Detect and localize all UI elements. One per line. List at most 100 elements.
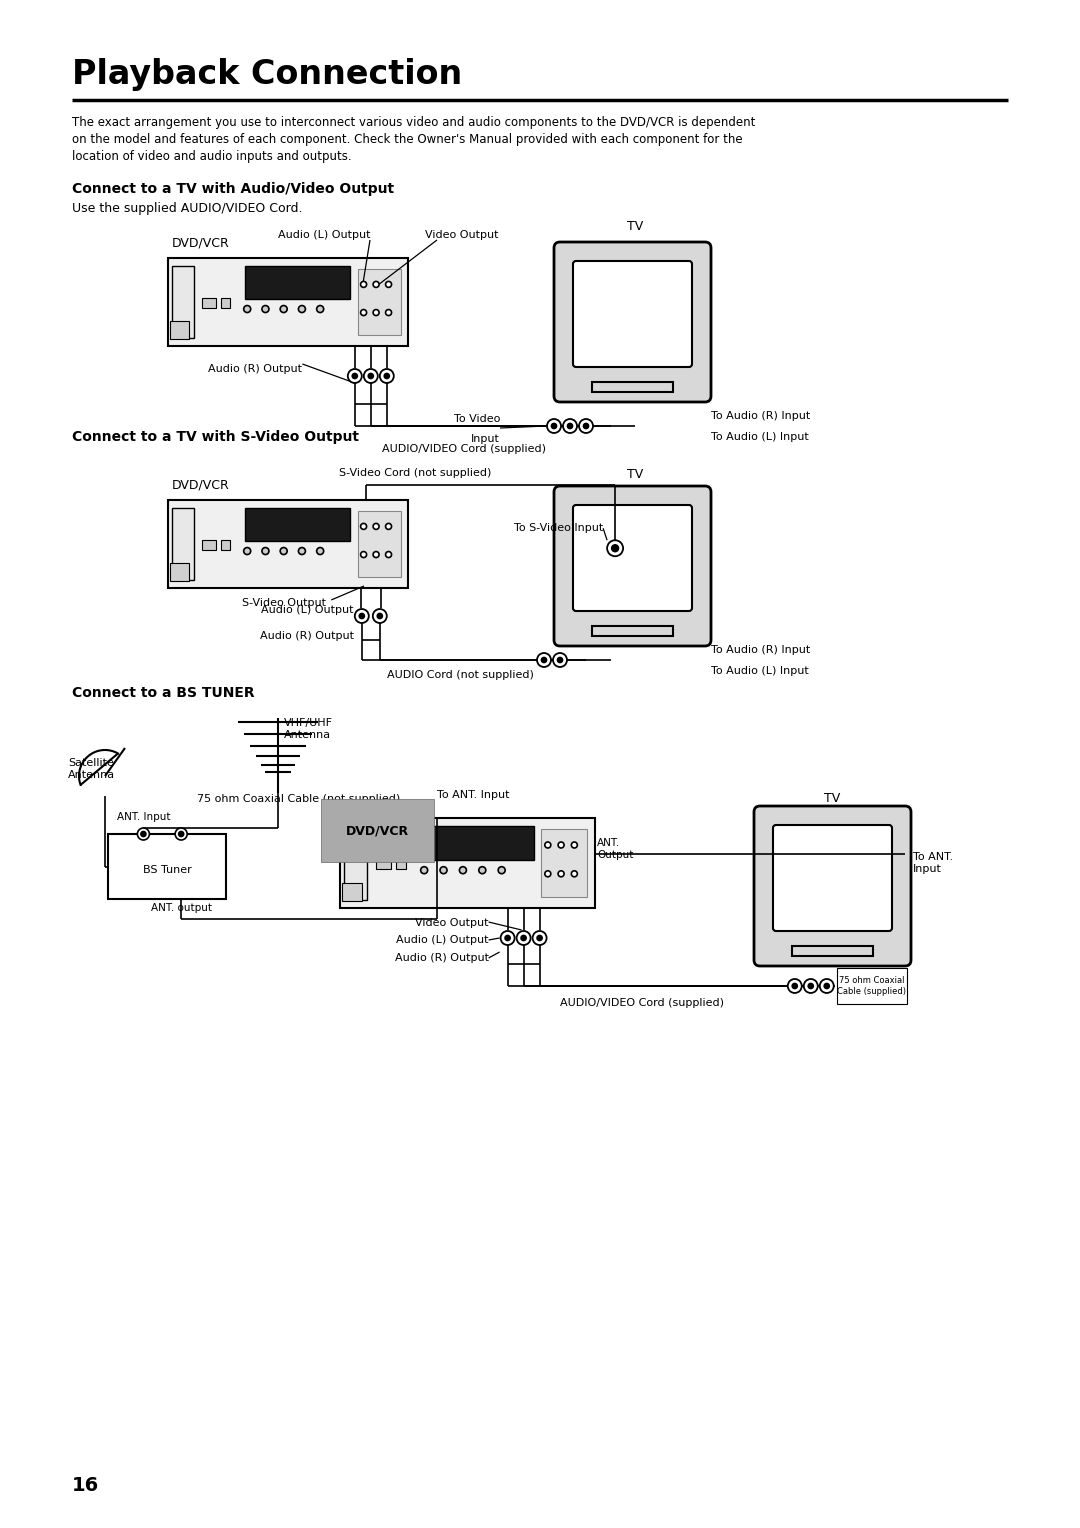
Text: 16: 16	[72, 1476, 99, 1494]
Circle shape	[820, 979, 834, 993]
FancyBboxPatch shape	[573, 261, 692, 367]
Circle shape	[808, 984, 813, 989]
Circle shape	[537, 652, 551, 668]
Circle shape	[386, 524, 392, 529]
Text: AUDIO Cord (not supplied): AUDIO Cord (not supplied)	[388, 669, 535, 680]
Circle shape	[361, 281, 366, 287]
Bar	[792, 946, 873, 957]
Circle shape	[567, 423, 572, 429]
Circle shape	[380, 368, 394, 384]
Text: To Audio (L) Input: To Audio (L) Input	[711, 666, 809, 675]
Circle shape	[579, 419, 593, 432]
Text: Audio (R) Output: Audio (R) Output	[208, 364, 302, 374]
Circle shape	[298, 547, 306, 555]
Circle shape	[348, 368, 362, 384]
Bar	[202, 298, 216, 309]
Circle shape	[262, 547, 269, 555]
Text: To Video: To Video	[454, 414, 500, 423]
Text: To ANT.
Input: To ANT. Input	[913, 853, 954, 874]
Circle shape	[546, 419, 561, 432]
Circle shape	[537, 935, 542, 941]
Bar	[168, 258, 408, 345]
FancyBboxPatch shape	[773, 825, 892, 931]
Circle shape	[178, 831, 184, 836]
Circle shape	[373, 310, 379, 316]
Bar	[220, 298, 230, 309]
Bar	[340, 817, 595, 908]
Circle shape	[532, 931, 546, 944]
Circle shape	[373, 552, 379, 558]
Text: To ANT. Input: To ANT. Input	[437, 790, 510, 801]
Text: AUDIO/VIDEO Cord (supplied): AUDIO/VIDEO Cord (supplied)	[559, 998, 724, 1008]
Bar	[172, 507, 193, 581]
Circle shape	[544, 871, 551, 877]
Text: BS Tuner: BS Tuner	[143, 865, 191, 874]
Bar	[592, 626, 673, 636]
Text: To S-Video Input: To S-Video Input	[514, 523, 603, 533]
Bar	[108, 834, 226, 898]
Circle shape	[262, 306, 269, 313]
Text: AUDIO/VIDEO Cord (supplied): AUDIO/VIDEO Cord (supplied)	[382, 445, 546, 454]
Circle shape	[607, 541, 623, 556]
Circle shape	[361, 524, 366, 529]
Circle shape	[140, 831, 146, 836]
Text: Audio (L) Output: Audio (L) Output	[261, 605, 354, 614]
Bar	[376, 859, 391, 869]
Circle shape	[373, 610, 387, 623]
Bar	[357, 510, 401, 578]
Text: Audio (R) Output: Audio (R) Output	[260, 631, 354, 642]
FancyBboxPatch shape	[754, 805, 912, 966]
Bar	[245, 507, 350, 541]
Text: TV: TV	[626, 468, 643, 481]
Text: Connect to a TV with S-Video Output: Connect to a TV with S-Video Output	[72, 429, 359, 445]
Circle shape	[563, 419, 577, 432]
Text: location of video and audio inputs and outputs.: location of video and audio inputs and o…	[72, 150, 352, 163]
Text: To Audio (L) Input: To Audio (L) Input	[711, 432, 809, 442]
Text: Video Output: Video Output	[415, 918, 488, 927]
Text: TV: TV	[824, 792, 840, 805]
Circle shape	[558, 871, 564, 877]
Circle shape	[521, 935, 526, 941]
Text: DVD/VCR: DVD/VCR	[346, 824, 409, 837]
FancyBboxPatch shape	[554, 486, 711, 646]
Circle shape	[583, 423, 589, 429]
Circle shape	[544, 842, 551, 848]
Circle shape	[360, 613, 364, 619]
Circle shape	[516, 931, 530, 944]
Circle shape	[280, 547, 287, 555]
Circle shape	[377, 613, 382, 619]
Text: 75 ohm Coaxial Cable (not supplied): 75 ohm Coaxial Cable (not supplied)	[198, 795, 401, 804]
Circle shape	[571, 842, 578, 848]
Circle shape	[386, 310, 392, 316]
Circle shape	[364, 368, 378, 384]
Circle shape	[386, 281, 392, 287]
Circle shape	[373, 524, 379, 529]
Bar	[421, 827, 534, 860]
Text: DVD/VCR: DVD/VCR	[172, 235, 230, 249]
Circle shape	[386, 552, 392, 558]
Circle shape	[244, 306, 251, 313]
Text: Audio (L) Output: Audio (L) Output	[278, 231, 370, 240]
Circle shape	[316, 547, 324, 555]
Circle shape	[558, 842, 564, 848]
Text: Audio (L) Output: Audio (L) Output	[396, 935, 488, 944]
Circle shape	[352, 373, 357, 379]
Circle shape	[571, 871, 578, 877]
Circle shape	[824, 984, 829, 989]
Text: S-Video Output: S-Video Output	[242, 597, 326, 608]
Circle shape	[804, 979, 818, 993]
Text: Use the supplied AUDIO/VIDEO Cord.: Use the supplied AUDIO/VIDEO Cord.	[72, 202, 302, 215]
Bar	[202, 539, 216, 550]
Text: To Audio (R) Input: To Audio (R) Input	[711, 411, 810, 422]
Circle shape	[137, 828, 149, 840]
Bar	[342, 883, 363, 902]
Circle shape	[552, 423, 556, 429]
Circle shape	[498, 866, 505, 874]
Bar	[592, 382, 673, 393]
Circle shape	[355, 610, 368, 623]
Bar	[396, 859, 406, 869]
Bar	[837, 969, 907, 1004]
Text: ANT.
Output: ANT. Output	[597, 837, 633, 860]
Circle shape	[792, 984, 797, 989]
Circle shape	[420, 866, 428, 874]
